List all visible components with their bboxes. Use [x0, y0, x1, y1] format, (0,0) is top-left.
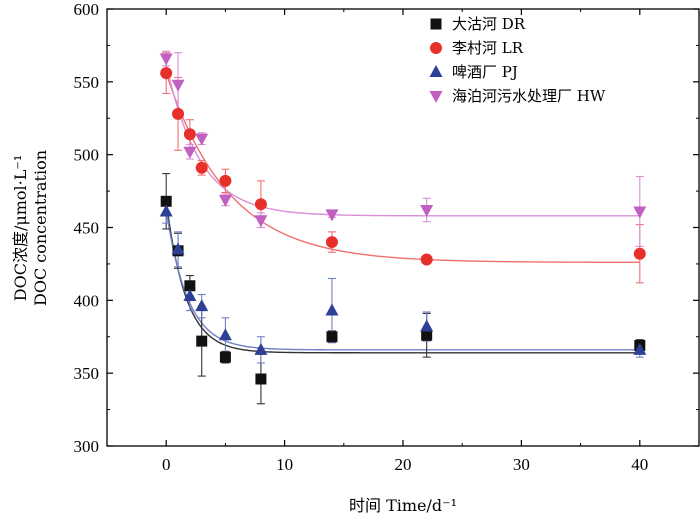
data-point-2-1 — [171, 242, 185, 255]
legend-label-3: 海泊河污水处理厂 HW — [452, 87, 606, 105]
data-point-0-4 — [219, 351, 231, 363]
data-point-0-3 — [196, 335, 208, 347]
data-point-2-3 — [195, 299, 209, 312]
data-point-2-6 — [325, 303, 339, 316]
y-tick-label: 600 — [74, 0, 100, 19]
data-point-0-2 — [184, 280, 196, 292]
fit-curve-1 — [165, 72, 640, 264]
data-point-0-0 — [160, 195, 172, 207]
y-tick-label: 400 — [74, 291, 100, 310]
data-point-3-5 — [254, 215, 268, 228]
x-tick-label: 20 — [395, 455, 412, 474]
data-point-2-0 — [159, 204, 173, 217]
y-axis-title-line2: DOC concentration — [31, 150, 50, 306]
data-point-1-4 — [219, 174, 232, 187]
data-point-3-0 — [159, 53, 173, 66]
data-point-1-3 — [195, 161, 208, 174]
fit-curve-2 — [165, 209, 640, 351]
y-tick-label: 550 — [74, 73, 100, 92]
fit-curve-0 — [165, 201, 640, 354]
data-point-3-8 — [633, 206, 647, 219]
x-axis-title: 时间 Time/d⁻¹ — [349, 496, 457, 515]
x-tick-label: 40 — [631, 455, 648, 474]
x-tick-label: 10 — [276, 455, 293, 474]
data-point-1-8 — [633, 247, 646, 260]
axis-ticks: 0 10 20 30 40 300 350 400 450 500 550 600 — [74, 0, 700, 474]
data-point-3-1 — [171, 79, 185, 92]
x-tick-label: 30 — [513, 455, 530, 474]
data-point-3-3 — [195, 133, 209, 146]
legend-marker-1 — [430, 42, 442, 54]
y-tick-label: 450 — [74, 219, 100, 238]
data-markers — [159, 53, 647, 385]
legend-label-2: 啤酒厂 PJ — [452, 63, 518, 81]
data-point-1-5 — [254, 198, 267, 211]
data-point-1-0 — [160, 67, 173, 80]
data-point-0-7 — [421, 329, 433, 341]
fit-curve-3 — [165, 64, 640, 217]
data-point-0-6 — [326, 331, 338, 343]
data-point-2-4 — [218, 328, 232, 341]
data-point-2-7 — [420, 319, 434, 332]
data-point-2-5 — [254, 342, 268, 355]
legend-label-0: 大沽河 DR — [452, 15, 526, 33]
legend: 大沽河 DR 李村河 LR 啤酒厂 PJ 海泊河污水处理厂 HW — [429, 15, 606, 105]
data-point-1-2 — [183, 128, 196, 141]
data-point-1-6 — [325, 236, 338, 249]
x-tick-label: 0 — [162, 455, 171, 474]
legend-marker-0 — [430, 18, 442, 30]
y-tick-label: 350 — [74, 364, 100, 383]
legend-label-1: 李村河 LR — [452, 39, 524, 57]
plot-frame — [106, 8, 700, 447]
data-point-1-1 — [172, 107, 185, 120]
legend-marker-3 — [429, 91, 443, 103]
data-point-2-8 — [633, 342, 647, 355]
y-tick-label: 500 — [74, 146, 100, 165]
data-point-2-2 — [183, 288, 197, 301]
data-point-3-4 — [218, 194, 232, 207]
y-axis-title-line1: DOC浓度/μmol·L⁻¹ — [11, 155, 30, 301]
legend-marker-2 — [429, 65, 443, 77]
data-point-3-7 — [420, 205, 434, 218]
data-point-3-2 — [183, 146, 197, 159]
data-point-1-7 — [420, 253, 433, 266]
y-tick-label: 300 — [74, 437, 100, 456]
fit-curves — [165, 64, 640, 354]
data-point-0-5 — [255, 373, 267, 385]
data-point-3-6 — [325, 209, 339, 222]
